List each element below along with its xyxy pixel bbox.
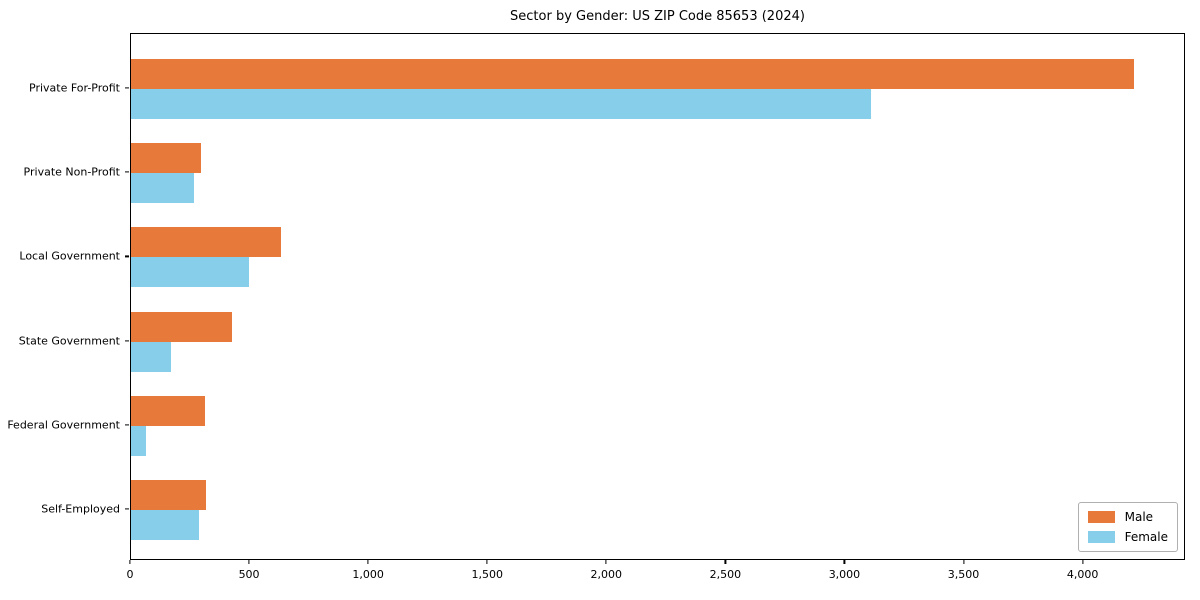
y-tick-label-local-government: Local Government (19, 249, 120, 263)
y-tick-mark (125, 171, 129, 173)
y-tick-mark (125, 340, 129, 342)
x-tick-mark (367, 560, 369, 564)
legend-item-female: Female (1087, 530, 1168, 544)
plot-area: Male Female (130, 33, 1185, 560)
bar-male-state-government (131, 311, 233, 342)
bar-male-self-employed (131, 480, 206, 510)
bar-female-private-for-profit (131, 89, 872, 119)
bar-group-private-non-profit (131, 143, 1184, 204)
x-tick-mark (486, 560, 488, 564)
x-tick-label-3000: 3,000 (828, 568, 861, 581)
bar-male-federal-government (131, 395, 205, 426)
y-tick-mark (125, 255, 129, 257)
bar-female-self-employed (131, 510, 199, 540)
x-tick-mark (843, 560, 846, 564)
bar-male-local-government (131, 227, 281, 258)
y-tick-mark (125, 424, 129, 426)
y-tick-label-federal-government: Federal Government (7, 418, 120, 432)
bar-group-private-for-profit (131, 59, 1184, 119)
x-tick-mark (129, 560, 131, 564)
legend-item-male: Male (1087, 510, 1168, 524)
x-tick-label-4000: 4,000 (1066, 568, 1099, 581)
x-tick-label-500: 500 (238, 568, 260, 581)
legend-label-female: Female (1124, 530, 1168, 544)
x-tick-mark (605, 560, 607, 564)
bar-female-federal-government (131, 425, 147, 456)
x-tick-label-2500: 2,500 (709, 568, 742, 581)
y-tick-label-self-employed: Self-Employed (41, 502, 120, 516)
legend-label-male: Male (1124, 510, 1154, 524)
bar-group-local-government (131, 227, 1184, 288)
bar-female-private-non-profit (131, 173, 194, 204)
bar-male-private-non-profit (131, 143, 202, 174)
x-tick-label-3500: 3,500 (947, 568, 980, 581)
y-tick-mark (125, 508, 129, 510)
bar-male-private-for-profit (131, 59, 1135, 89)
x-tick-label-0: 0 (126, 568, 134, 581)
y-tick-label-private-for-profit: Private For-Profit (29, 81, 120, 95)
bar-female-state-government (131, 341, 172, 372)
chart-title: Sector by Gender: US ZIP Code 85653 (202… (510, 9, 805, 24)
bar-female-local-government (131, 257, 249, 288)
x-tick-mark (962, 560, 965, 564)
legend: Male Female (1077, 502, 1178, 552)
y-tick-label-private-non-profit: Private Non-Profit (23, 165, 120, 179)
y-tick-mark (125, 87, 129, 89)
x-tick-label-1000: 1,000 (352, 568, 384, 581)
x-tick-label-1500: 1,500 (471, 568, 503, 581)
male-series-swatch (1087, 511, 1115, 523)
x-tick-mark (248, 560, 250, 564)
x-tick-label-2000: 2,000 (590, 568, 623, 581)
y-tick-label-state-government: State Government (18, 334, 120, 348)
female-series-swatch (1087, 531, 1115, 543)
x-tick-mark (724, 560, 726, 564)
bar-group-self-employed (131, 480, 1184, 540)
x-tick-mark (1082, 560, 1084, 564)
bar-group-federal-government (131, 395, 1184, 456)
bar-group-state-government (131, 311, 1184, 372)
